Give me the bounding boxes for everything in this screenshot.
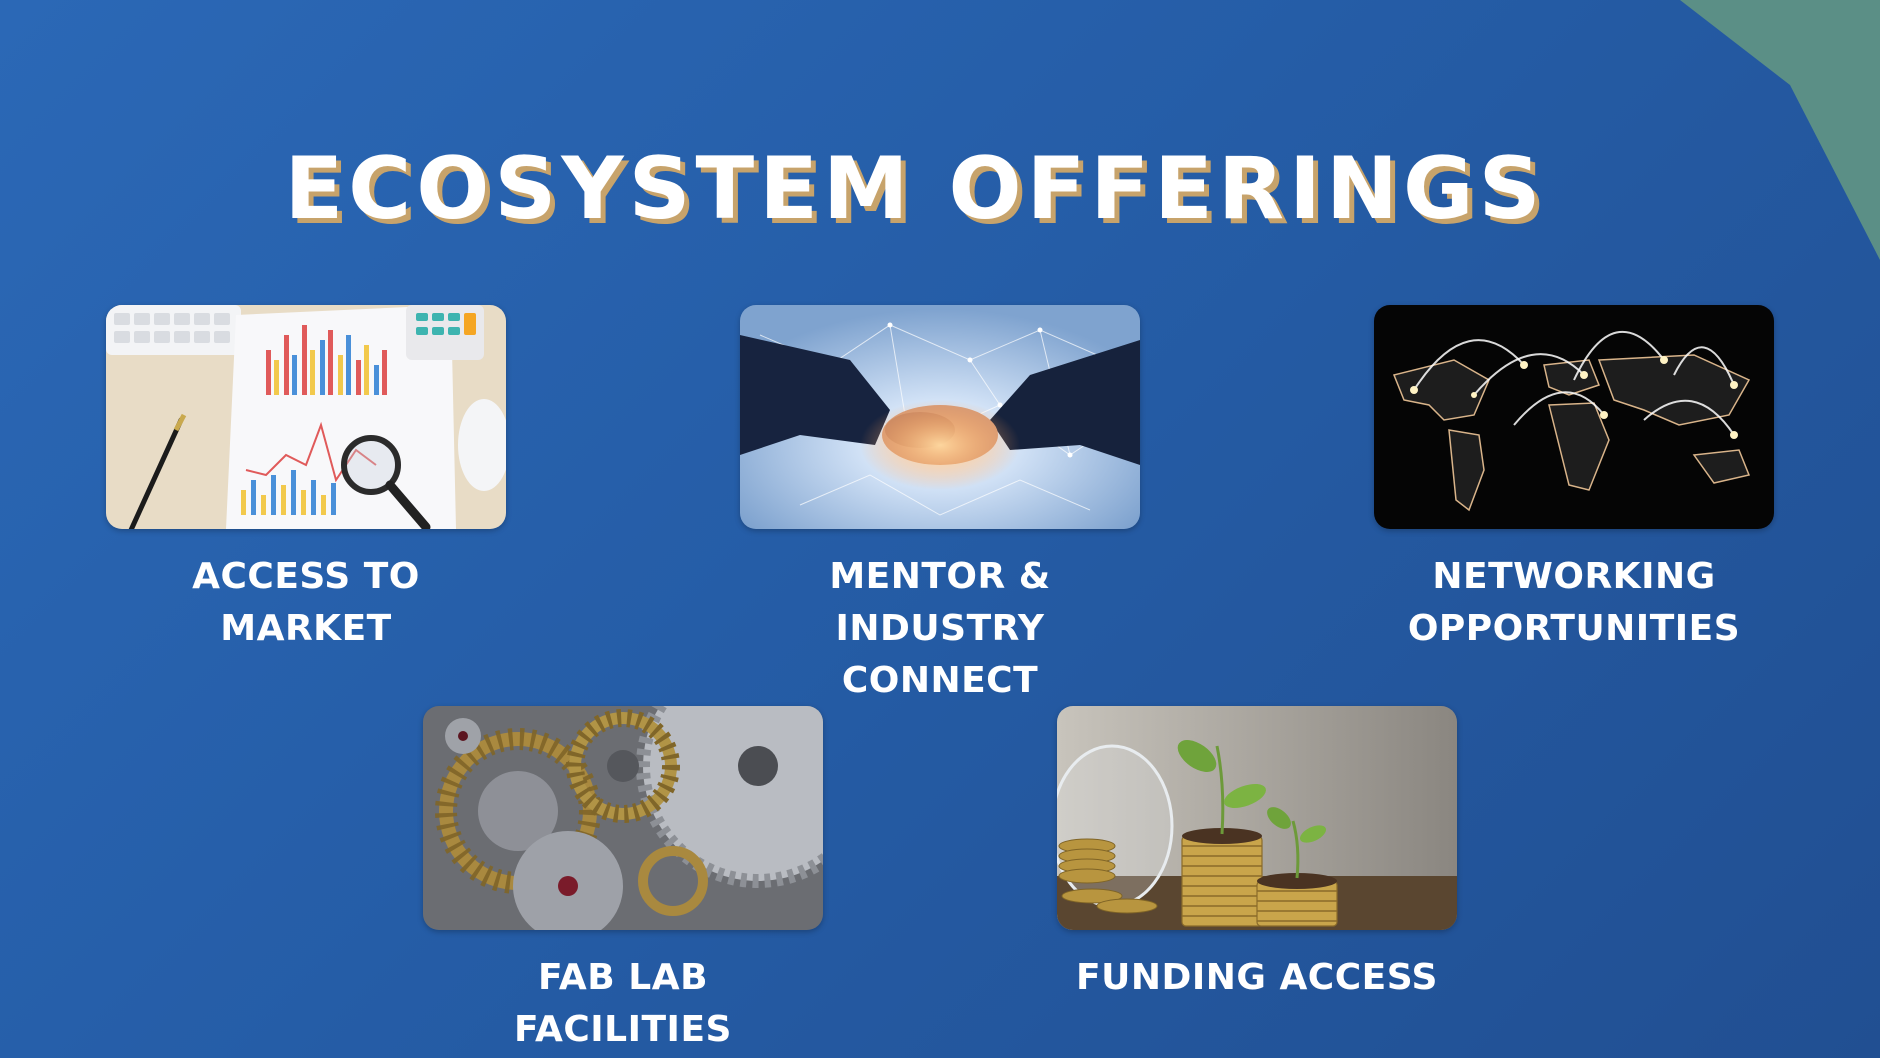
- offering-label-line: NETWORKING: [1432, 556, 1716, 597]
- offering-card-fab-lab-facilities: FAB LAB FACILITIES: [423, 706, 823, 1056]
- offering-label-line: CONNECT: [841, 660, 1039, 701]
- offering-label-line: FAB LAB FACILITIES: [514, 957, 732, 1050]
- offering-label-line: OPPORTUNITIES: [1407, 608, 1741, 649]
- coins-plants-image: [1057, 706, 1457, 930]
- market-analysis-image: [106, 305, 506, 529]
- corner-accent-shape: [1680, 0, 1880, 260]
- handshake-image: [740, 305, 1140, 529]
- offering-card-networking-opportunities: NETWORKING OPPORTUNITIES: [1374, 305, 1774, 655]
- world-map-image: [1374, 305, 1774, 529]
- offering-label: ACCESS TO MARKET: [106, 551, 506, 655]
- offering-label-line: MARKET: [220, 608, 392, 649]
- offering-label: MENTOR & INDUSTRY CONNECT: [740, 551, 1140, 707]
- offering-card-access-to-market: ACCESS TO MARKET: [106, 305, 506, 655]
- offering-label: FAB LAB FACILITIES: [423, 952, 823, 1056]
- offering-card-mentor-industry-connect: MENTOR & INDUSTRY CONNECT: [740, 305, 1140, 707]
- offering-label-line: ACCESS TO: [192, 556, 420, 597]
- gears-image: [423, 706, 823, 930]
- offering-label: FUNDING ACCESS: [1057, 952, 1457, 1004]
- offering-card-funding-access: FUNDING ACCESS: [1057, 706, 1457, 1004]
- slide-title: ECOSYSTEM OFFERINGS: [284, 139, 1546, 239]
- offering-label-line: MENTOR & INDUSTRY: [829, 556, 1051, 649]
- offering-label-line: FUNDING ACCESS: [1076, 957, 1438, 998]
- offering-label: NETWORKING OPPORTUNITIES: [1374, 551, 1774, 655]
